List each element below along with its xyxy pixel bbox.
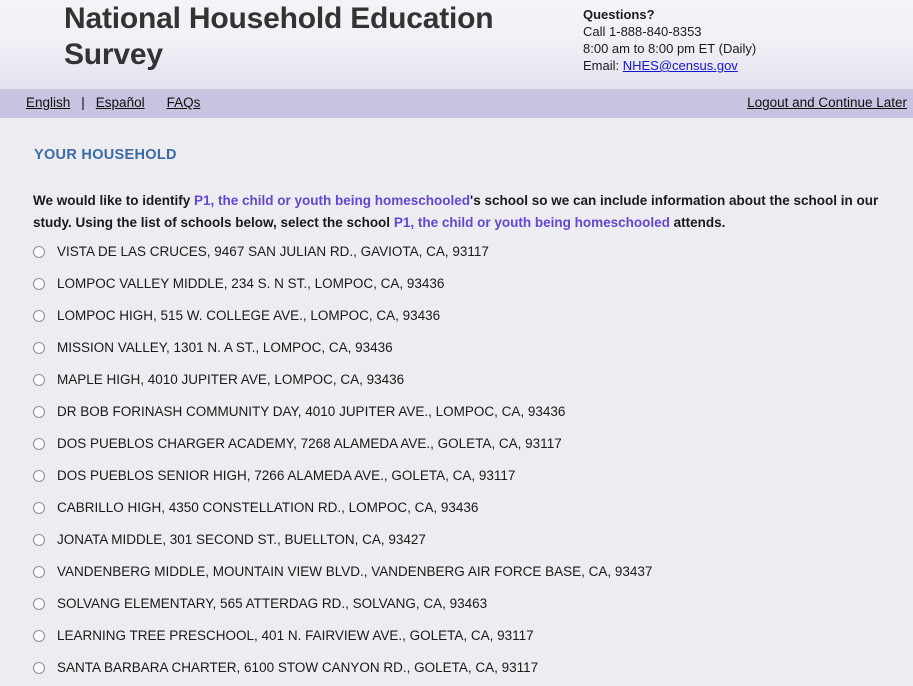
school-radio-button[interactable] (33, 374, 45, 386)
school-radio-button[interactable] (33, 406, 45, 418)
school-option-label: LOMPOC VALLEY MIDDLE, 234 S. N ST., LOMP… (57, 276, 445, 291)
school-option-row[interactable]: SANTA BARBARA CHARTER, 6100 STOW CANYON … (33, 652, 913, 684)
questions-heading: Questions? (583, 7, 655, 22)
school-option-row[interactable]: DR BOB FORINASH COMMUNITY DAY, 4010 JUPI… (33, 396, 913, 428)
school-option-row[interactable]: VANDENBERG MIDDLE, MOUNTAIN VIEW BLVD., … (33, 556, 913, 588)
school-option-label: SANTA BARBARA CHARTER, 6100 STOW CANYON … (57, 660, 539, 675)
school-radio-group: VISTA DE LAS CRUCES, 9467 SAN JULIAN RD.… (33, 236, 913, 684)
school-option-row[interactable]: LEARNING TREE PRESCHOOL, 401 N. FAIRVIEW… (33, 620, 913, 652)
school-radio-button[interactable] (33, 246, 45, 258)
school-radio-button[interactable] (33, 534, 45, 546)
nav-link-faqs[interactable]: FAQs (166, 95, 201, 110)
nav-link-english[interactable]: English (26, 95, 71, 110)
logout-and-continue-later-link[interactable]: Logout and Continue Later (747, 95, 907, 110)
school-radio-button[interactable] (33, 278, 45, 290)
nav-bar: English | Español FAQs Logout and Contin… (0, 89, 913, 118)
school-option-label: MAPLE HIGH, 4010 JUPITER AVE, LOMPOC, CA… (57, 372, 405, 387)
school-radio-button[interactable] (33, 310, 45, 322)
school-option-label: MISSION VALLEY, 1301 N. A ST., LOMPOC, C… (57, 340, 393, 355)
email-line: Email: NHES@census.gov (583, 57, 756, 74)
school-option-label: VISTA DE LAS CRUCES, 9467 SAN JULIAN RD.… (57, 244, 489, 259)
school-option-row[interactable]: MAPLE HIGH, 4010 JUPITER AVE, LOMPOC, CA… (33, 364, 913, 396)
school-option-label: VANDENBERG MIDDLE, MOUNTAIN VIEW BLVD., … (57, 564, 653, 579)
nav-links-right: Logout and Continue Later (747, 93, 907, 113)
email-label: Email: (583, 58, 623, 73)
school-option-label: LEARNING TREE PRESCHOOL, 401 N. FAIRVIEW… (57, 628, 534, 643)
school-option-row[interactable]: CABRILLO HIGH, 4350 CONSTELLATION RD., L… (33, 492, 913, 524)
instruction-text: We would like to identify P1, the child … (33, 190, 891, 234)
school-option-row[interactable]: DOS PUEBLOS SENIOR HIGH, 7266 ALAMEDA AV… (33, 460, 913, 492)
school-option-label: DOS PUEBLOS CHARGER ACADEMY, 7268 ALAMED… (57, 436, 562, 451)
school-radio-button[interactable] (33, 470, 45, 482)
page-header: National Household Education Survey Ques… (0, 0, 913, 89)
school-radio-button[interactable] (33, 566, 45, 578)
hours-line: 8:00 am to 8:00 pm ET (Daily) (583, 41, 757, 56)
contact-info-block: Questions? Call 1-888-840-8353 8:00 am t… (583, 6, 756, 74)
school-option-row[interactable]: DOS PUEBLOS CHARGER ACADEMY, 7268 ALAMED… (33, 428, 913, 460)
school-option-row[interactable]: SOLVANG ELEMENTARY, 565 ATTERDAG RD., SO… (33, 588, 913, 620)
school-option-label: CABRILLO HIGH, 4350 CONSTELLATION RD., L… (57, 500, 479, 515)
school-radio-button[interactable] (33, 438, 45, 450)
school-radio-button[interactable] (33, 630, 45, 642)
email-link[interactable]: NHES@census.gov (622, 58, 738, 73)
school-radio-button[interactable] (33, 342, 45, 354)
school-option-row[interactable]: JONATA MIDDLE, 301 SECOND ST., BUELLTON,… (33, 524, 913, 556)
instruction-part-1: We would like to identify (33, 193, 195, 208)
school-option-label: JONATA MIDDLE, 301 SECOND ST., BUELLTON,… (57, 532, 426, 547)
header-inner: National Household Education Survey Ques… (0, 0, 913, 89)
instruction-part-3: attends. (669, 215, 726, 230)
school-option-label: DR BOB FORINASH COMMUNITY DAY, 4010 JUPI… (57, 404, 566, 419)
school-option-row[interactable]: LOMPOC HIGH, 515 W. COLLEGE AVE., LOMPOC… (33, 300, 913, 332)
school-option-row[interactable]: VISTA DE LAS CRUCES, 9467 SAN JULIAN RD.… (33, 236, 913, 268)
school-radio-button[interactable] (33, 598, 45, 610)
main-content: YOUR HOUSEHOLD We would like to identify… (0, 118, 913, 686)
school-option-label: SOLVANG ELEMENTARY, 565 ATTERDAG RD., SO… (57, 596, 488, 611)
school-option-row[interactable]: LOMPOC VALLEY MIDDLE, 234 S. N ST., LOMP… (33, 268, 913, 300)
person-reference-token-1: P1, the child or youth being homeschoole… (194, 193, 471, 208)
instruction-part-2: 's school so we can include information … (33, 193, 879, 230)
nav-link-espanol[interactable]: Español (95, 95, 145, 110)
page-title: National Household Education Survey (64, 2, 494, 71)
section-heading: YOUR HOUSEHOLD (34, 147, 177, 163)
school-radio-button[interactable] (33, 662, 45, 674)
person-reference-token-2: P1, the child or youth being homeschoole… (393, 215, 670, 230)
nav-separator: | (81, 95, 85, 110)
school-option-label: DOS PUEBLOS SENIOR HIGH, 7266 ALAMEDA AV… (57, 468, 516, 483)
school-option-label: LOMPOC HIGH, 515 W. COLLEGE AVE., LOMPOC… (57, 308, 441, 323)
school-option-row[interactable]: MISSION VALLEY, 1301 N. A ST., LOMPOC, C… (33, 332, 913, 364)
school-radio-button[interactable] (33, 502, 45, 514)
phone-line: Call 1-888-840-8353 (583, 24, 702, 39)
nav-links-left: English | Español FAQs (26, 93, 200, 113)
